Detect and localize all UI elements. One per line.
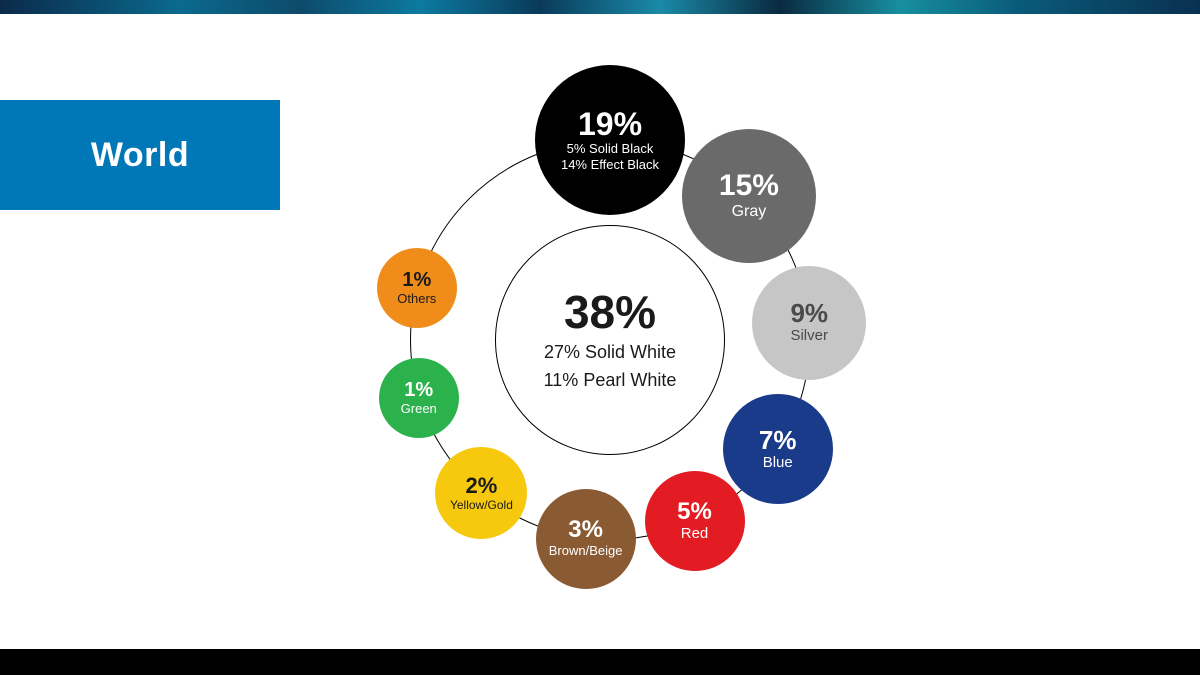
- center-sub1: 27% Solid White: [544, 341, 676, 364]
- bubble-silver-label: Silver: [790, 328, 828, 345]
- bubble-gray: 15% Gray: [682, 129, 816, 263]
- bubble-ring-chart: 38% 27% Solid White 11% Pearl White 19% 5…: [310, 40, 910, 640]
- bottom-banner: [0, 649, 1200, 675]
- bubble-black-percent: 19%: [578, 108, 642, 140]
- bubble-yellow-percent: 2%: [466, 475, 498, 497]
- bubble-brown-percent: 3%: [568, 518, 603, 542]
- bubble-others-percent: 1%: [402, 270, 431, 290]
- center-sub2: 11% Pearl White: [544, 369, 677, 392]
- bubble-yellow: 2% Yellow/Gold: [435, 447, 527, 539]
- bubble-red-percent: 5%: [677, 500, 712, 524]
- title-text: World: [91, 136, 189, 175]
- bubble-others: 1% Others: [377, 248, 457, 328]
- bubble-others-label: Others: [397, 292, 436, 306]
- bubble-yellow-label: Yellow/Gold: [450, 499, 513, 512]
- bubble-silver-percent: 9%: [790, 300, 828, 326]
- bubble-green-percent: 1%: [404, 380, 433, 400]
- title-box: World: [0, 100, 280, 210]
- bubble-green-label: Green: [401, 402, 437, 416]
- center-percent: 38%: [564, 289, 656, 335]
- bubble-black: 19% 5% Solid Black 14% Effect Black: [535, 65, 685, 215]
- bubble-blue-percent: 7%: [759, 427, 797, 453]
- bubble-silver: 9% Silver: [752, 266, 866, 380]
- top-banner: [0, 0, 1200, 14]
- bubble-blue-label: Blue: [763, 455, 793, 472]
- center-circle: 38% 27% Solid White 11% Pearl White: [495, 225, 725, 455]
- bubble-brown-label: Brown/Beige: [549, 544, 623, 558]
- bubble-green: 1% Green: [379, 358, 459, 438]
- bubble-red-label: Red: [681, 526, 709, 543]
- bubble-black-sub1: 5% Solid Black: [567, 142, 654, 156]
- bubble-blue: 7% Blue: [723, 394, 833, 504]
- bubble-red: 5% Red: [645, 471, 745, 571]
- bubble-gray-label: Gray: [732, 203, 767, 221]
- bubble-black-sub2: 14% Effect Black: [561, 158, 659, 172]
- bubble-gray-percent: 15%: [719, 171, 779, 201]
- bubble-brown: 3% Brown/Beige: [536, 489, 636, 589]
